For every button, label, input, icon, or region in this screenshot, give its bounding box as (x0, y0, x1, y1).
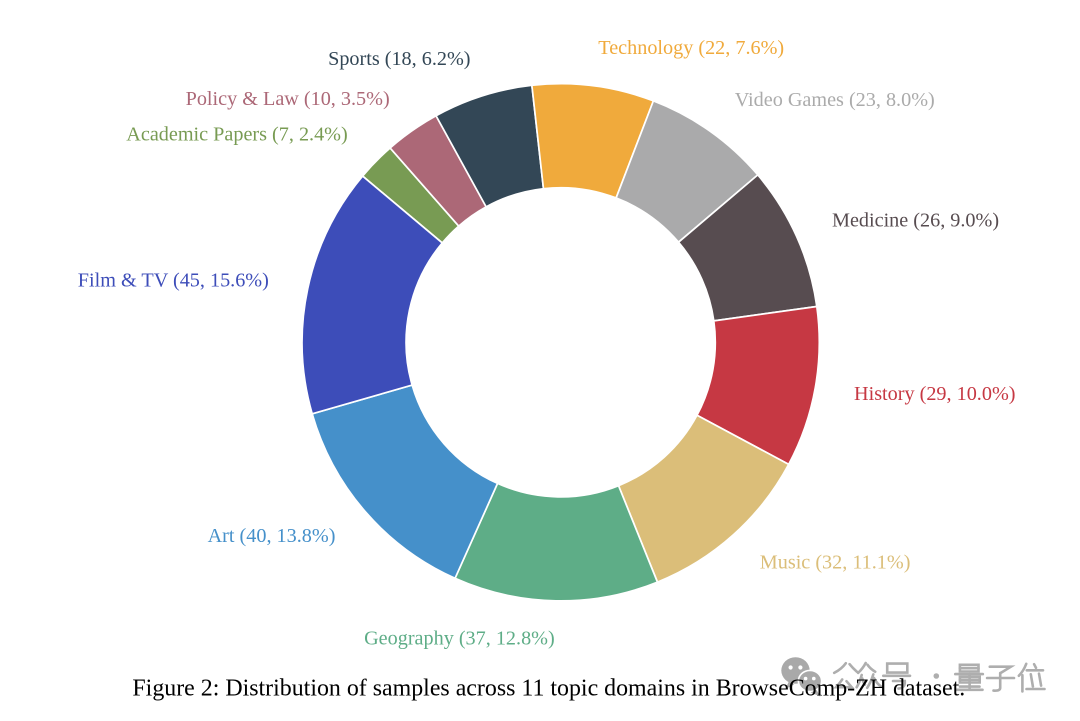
svg-text:Music (32, 11.1%): Music (32, 11.1%) (760, 552, 911, 574)
svg-text:Figure 2: Distribution of samp: Figure 2: Distribution of samples across… (132, 676, 965, 702)
svg-text:Video Games (23, 8.0%): Video Games (23, 8.0%) (735, 89, 935, 111)
svg-text:Policy & Law (10, 3.5%): Policy & Law (10, 3.5%) (186, 88, 390, 110)
svg-text:Geography (37, 12.8%): Geography (37, 12.8%) (364, 628, 555, 650)
svg-text:Art (40, 13.8%): Art (40, 13.8%) (208, 525, 336, 547)
svg-text:Medicine (26, 9.0%): Medicine (26, 9.0%) (832, 209, 999, 231)
svg-text:Film & TV (45, 15.6%): Film & TV (45, 15.6%) (78, 270, 269, 292)
svg-text:Sports (18, 6.2%): Sports (18, 6.2%) (328, 48, 470, 70)
svg-text:Academic Papers (7, 2.4%): Academic Papers (7, 2.4%) (126, 124, 347, 146)
svg-text:Technology (22, 7.6%): Technology (22, 7.6%) (598, 37, 784, 59)
svg-text:History (29, 10.0%): History (29, 10.0%) (854, 383, 1015, 405)
